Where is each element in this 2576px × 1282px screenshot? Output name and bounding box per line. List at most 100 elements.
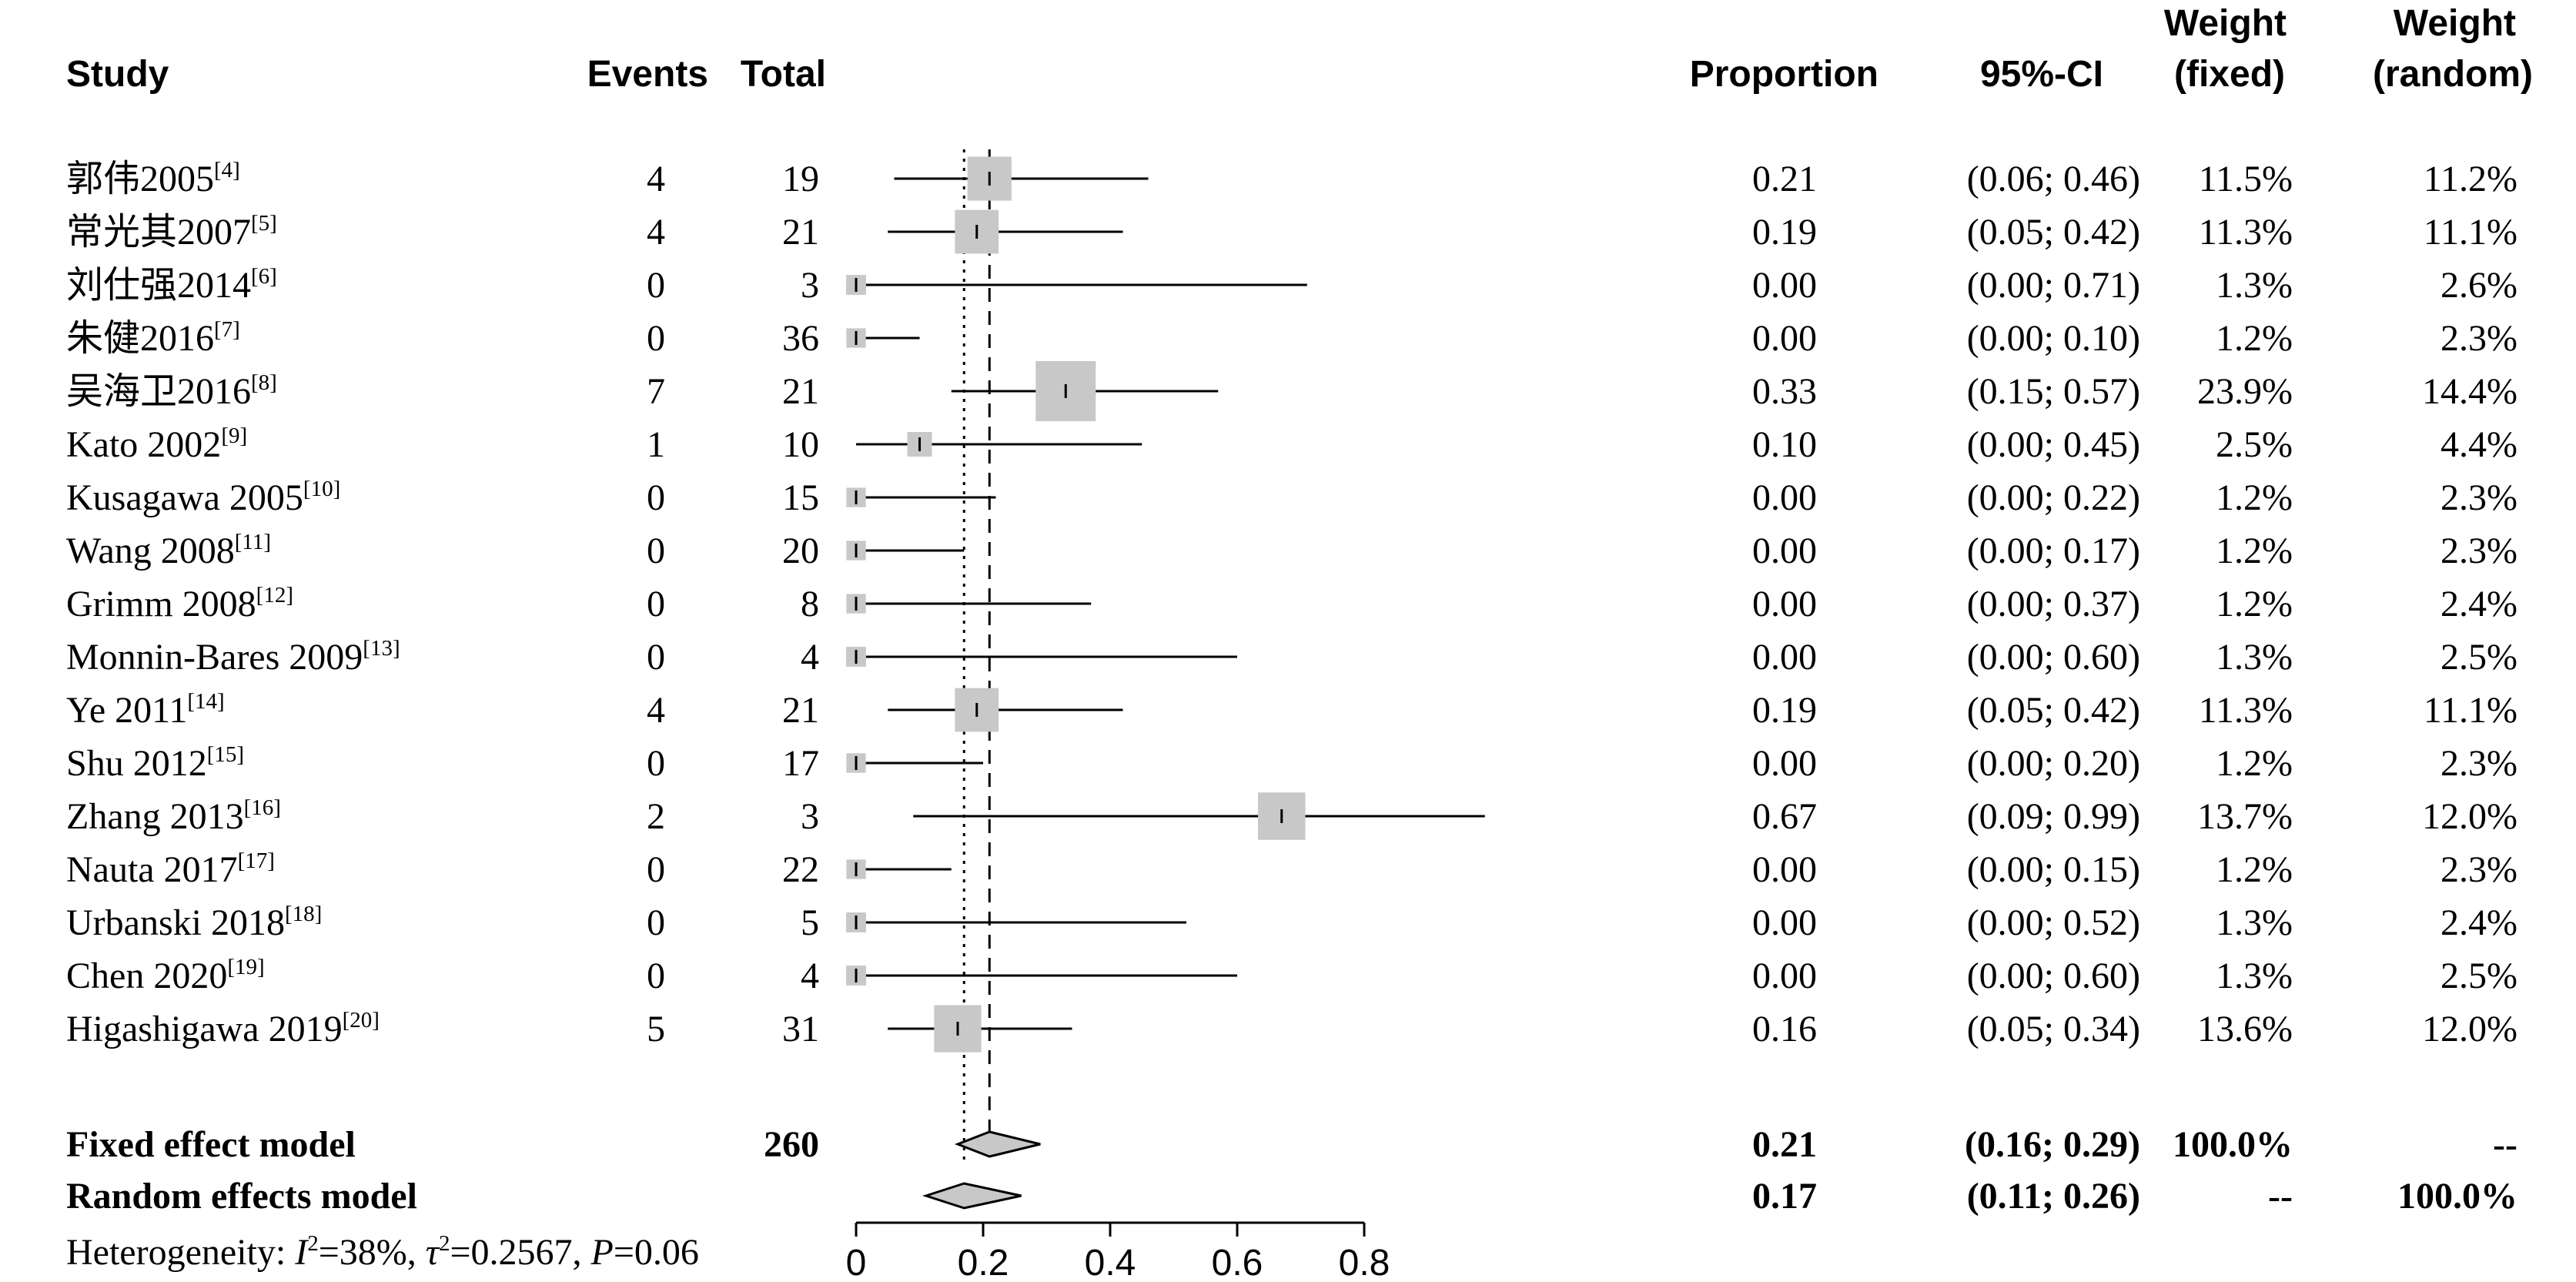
heterogeneity-i2-label: I [294, 1232, 309, 1273]
study-ci: (0.00; 0.10) [1967, 318, 2140, 359]
study-name: Kato 2002[9] [66, 423, 247, 465]
study-name: Chen 2020[19] [66, 955, 265, 996]
study-events: 0 [647, 531, 665, 571]
study-reference: [18] [285, 902, 322, 926]
study-total: 15 [782, 477, 819, 518]
study-name: Kusagawa 2005[10] [66, 477, 340, 518]
study-weight-fixed: 1.3% [2216, 265, 2293, 306]
study-weight-fixed: 1.2% [2216, 531, 2293, 571]
study-weight-fixed: 1.2% [2216, 477, 2293, 518]
study-ci: (0.00; 0.15) [1967, 849, 2140, 890]
study-proportion: 0.00 [1752, 584, 1817, 624]
study-weight-random: 2.4% [2441, 584, 2517, 624]
summary-weight-random: -- [2493, 1124, 2517, 1165]
study-name-text: Monnin-Bares 2009 [66, 637, 363, 678]
table-row: 刘仕强2014[6] 0 3 0.00 (0.00; 0.71) 1.3% 2.6% [66, 264, 2517, 306]
summary-diamond [954, 1130, 1041, 1158]
study-weight-random: 11.2% [2424, 159, 2517, 199]
study-events: 4 [647, 690, 665, 731]
table-row: Higashigawa 2019[20] 5 31 0.16 (0.05; 0.34) 1… [66, 1005, 2517, 1053]
study-weight-fixed: 11.3% [2199, 212, 2293, 253]
study-reference: [6] [251, 264, 277, 289]
study-weight-fixed: 1.2% [2216, 318, 2293, 359]
summary-weight-fixed: -- [2268, 1176, 2293, 1217]
table-row: Kusagawa 2005[10] 0 15 0.00 (0.00; 0.22) 1.2%… [66, 477, 2517, 518]
study-weight-random: 2.3% [2441, 477, 2517, 518]
study-reference: [4] [214, 158, 240, 182]
study-proportion: 0.21 [1752, 159, 1817, 199]
study-total: 21 [782, 212, 819, 253]
x-axis: 0 0.2 0.4 0.6 0.8 [846, 1221, 1390, 1282]
random-effects-row: Random effects model 0.17 (0.11; 0.26) -- 10… [66, 1176, 2517, 1217]
study-name-text: Higashigawa 2019 [66, 1009, 343, 1049]
study-weight-random: 11.1% [2424, 690, 2517, 731]
study-weight-random: 4.4% [2441, 424, 2517, 465]
study-weight-fixed: 11.3% [2199, 690, 2293, 731]
study-events: 1 [647, 424, 665, 465]
study-weight-fixed: 1.3% [2216, 902, 2293, 943]
study-ci: (0.00; 0.60) [1967, 956, 2140, 996]
study-proportion: 0.00 [1752, 743, 1817, 784]
study-total: 31 [782, 1009, 819, 1049]
study-weight-random: 2.3% [2441, 531, 2517, 571]
study-reference: [8] [251, 370, 277, 395]
study-weight-fixed: 1.2% [2216, 584, 2293, 624]
study-weight-random: 14.4% [2422, 371, 2517, 412]
study-name-text: Grimm 2008 [66, 584, 256, 624]
study-name-text: Urbanski 2018 [66, 902, 285, 943]
study-name-text: 朱健2016 [66, 318, 214, 359]
study-name: 朱健2016[7] [66, 317, 240, 359]
study-name: Nauta 2017[17] [66, 849, 275, 890]
study-proportion: 0.00 [1752, 902, 1817, 943]
study-ci: (0.05; 0.34) [1967, 1009, 2140, 1049]
study-total: 36 [782, 318, 819, 359]
heterogeneity-tau-sup: 2 [439, 1231, 450, 1256]
heterogeneity-p-value: =0.06 [614, 1232, 699, 1273]
study-name: Shu 2012[15] [66, 742, 244, 784]
summary-total: 260 [764, 1124, 819, 1165]
table-row: Zhang 2013[16] 2 3 0.67 (0.09; 0.99) 13.7% 12.… [66, 792, 2517, 840]
heterogeneity-tau-value: =0.2567, [450, 1232, 590, 1273]
study-total: 22 [782, 849, 819, 890]
study-weight-random: 12.0% [2422, 1009, 2517, 1049]
x-axis-tick-label: 0.6 [1212, 1243, 1263, 1282]
table-row: Shu 2012[15] 0 17 0.00 (0.00; 0.20) 1.2% 2.3% [66, 742, 2517, 784]
summary-ci: (0.16; 0.29) [1965, 1124, 2140, 1165]
study-events: 0 [647, 584, 665, 624]
summary-ci: (0.11; 0.26) [1967, 1176, 2140, 1217]
study-reference: [13] [363, 636, 400, 661]
study-weight-fixed: 1.2% [2216, 743, 2293, 784]
study-events: 0 [647, 743, 665, 784]
study-weight-fixed: 13.7% [2197, 796, 2293, 837]
table-row: Nauta 2017[17] 0 22 0.00 (0.00; 0.15) 1.2% 2.3… [66, 849, 2517, 890]
header-proportion: Proportion [1690, 54, 1878, 95]
study-weight-random: 2.3% [2441, 318, 2517, 359]
study-ci: (0.05; 0.42) [1967, 690, 2140, 731]
study-reference: [14] [187, 689, 224, 714]
table-row: 朱健2016[7] 0 36 0.00 (0.00; 0.10) 1.2% 2.3% [66, 317, 2517, 359]
study-events: 0 [647, 318, 665, 359]
study-ci: (0.15; 0.57) [1967, 371, 2140, 412]
study-weight-fixed: 1.3% [2216, 637, 2293, 678]
study-name: Higashigawa 2019[20] [66, 1008, 380, 1049]
header-weight-random-line2: (random) [2373, 54, 2533, 95]
heterogeneity-p-label: P [590, 1232, 614, 1273]
study-name: 郭伟2005[4] [66, 158, 240, 199]
study-weight-random: 2.4% [2441, 902, 2517, 943]
study-weight-fixed: 1.3% [2216, 956, 2293, 996]
summary-rows: Fixed effect model 260 0.21 (0.16; 0.29) 100… [66, 1124, 2517, 1217]
heterogeneity-text: Heterogeneity: I2=38%, τ2=0.2567, P=0.06 [66, 1231, 699, 1273]
study-ci: (0.06; 0.46) [1967, 159, 2140, 199]
x-axis-tick-label: 0.8 [1339, 1243, 1390, 1282]
header-total: Total [741, 54, 826, 95]
study-proportion: 0.00 [1752, 849, 1817, 890]
study-total: 21 [782, 371, 819, 412]
study-name: Wang 2008[11] [66, 530, 271, 571]
study-name-text: Shu 2012 [66, 743, 207, 784]
heterogeneity-i2-sup: 2 [307, 1231, 319, 1256]
x-axis-tick-label: 0.2 [958, 1243, 1009, 1282]
study-reference: [19] [227, 955, 264, 979]
study-events: 0 [647, 849, 665, 890]
study-reference: [7] [214, 317, 240, 342]
